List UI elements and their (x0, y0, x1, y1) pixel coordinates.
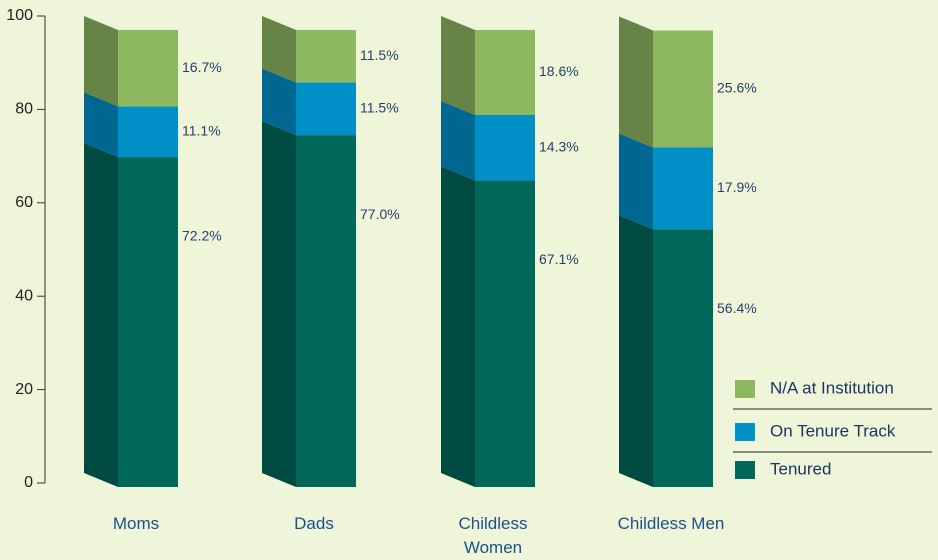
value-label: 11.1% (182, 122, 221, 138)
value-label: 14.3% (539, 138, 579, 154)
y-tick-label: 20 (15, 381, 33, 398)
legend-swatch (735, 380, 755, 398)
bar-side (84, 16, 118, 107)
x-tick-label: Dads (294, 514, 334, 533)
bar-side (84, 143, 118, 487)
bar (653, 229, 713, 487)
bar-side (619, 133, 653, 230)
bar-side (262, 16, 296, 83)
bar (118, 157, 178, 487)
bar (118, 30, 178, 107)
bar (653, 30, 713, 148)
x-tick-label: Moms (112, 514, 160, 533)
y-tick-label: 0 (24, 474, 33, 491)
value-label: 72.2% (182, 228, 222, 244)
legend-label: Tenured (770, 459, 831, 478)
x-tick-label: Childless Women (458, 514, 528, 557)
bar (475, 180, 535, 487)
bar-side (441, 16, 475, 116)
bar (653, 147, 713, 230)
bar (475, 30, 535, 116)
y-tick-label: 60 (15, 194, 33, 211)
value-label: 77.0% (360, 206, 400, 222)
y-tick-label: 40 (15, 287, 33, 304)
value-label: 16.7% (182, 59, 222, 75)
bar (296, 82, 356, 136)
bar-side (441, 101, 475, 181)
legend-label: On Tenure Track (770, 421, 896, 440)
value-label: 17.9% (717, 179, 757, 195)
bar (475, 115, 535, 181)
value-label: 11.5% (360, 47, 399, 63)
x-tick-label: Childless Men (617, 514, 725, 533)
bar (296, 135, 356, 488)
value-label: 25.6% (717, 80, 757, 96)
bar-side (262, 68, 296, 136)
bar (118, 106, 178, 158)
value-label: 67.1% (539, 251, 579, 267)
y-tick-label: 80 (15, 101, 33, 118)
bar-side (441, 166, 475, 487)
bar (296, 30, 356, 83)
bar-side (619, 215, 653, 487)
legend-label: N/A at Institution (770, 378, 894, 397)
bar-side (84, 92, 118, 158)
legend-swatch (735, 461, 755, 479)
value-label: 11.5% (360, 100, 399, 116)
bar-side (262, 121, 296, 488)
value-label: 56.4% (717, 300, 757, 316)
bar-side (619, 16, 653, 148)
value-label: 18.6% (539, 63, 579, 79)
y-tick-label: 100 (6, 7, 33, 24)
legend-swatch (735, 423, 755, 441)
